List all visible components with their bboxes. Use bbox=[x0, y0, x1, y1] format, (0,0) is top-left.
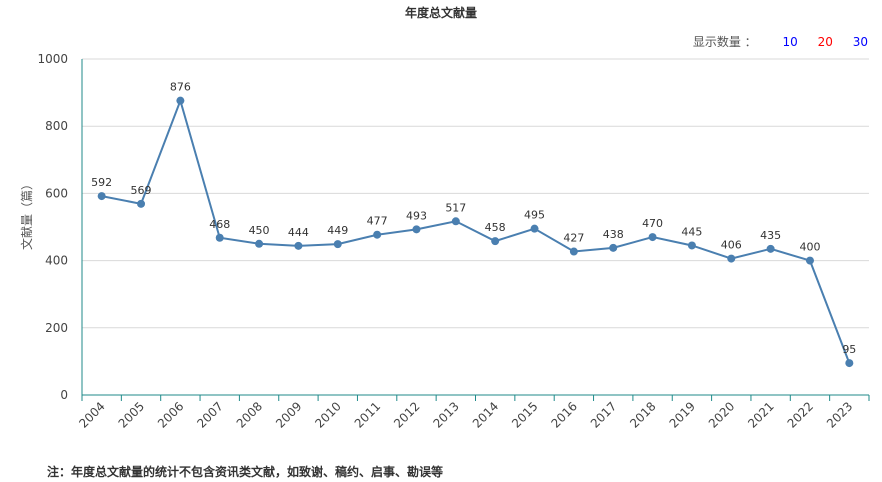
data-point bbox=[687, 241, 696, 250]
x-tick-label: 2006 bbox=[155, 399, 186, 430]
x-tick-label: 2009 bbox=[273, 399, 304, 430]
data-label: 435 bbox=[760, 229, 781, 242]
x-tick-label: 2016 bbox=[548, 399, 579, 430]
data-label: 458 bbox=[485, 221, 506, 234]
footnote: 注：年度总文献量的统计不包含资讯类文献，如致谢、稿约、启事、勘误等 bbox=[47, 465, 444, 479]
y-tick-label: 800 bbox=[45, 119, 68, 133]
data-point bbox=[569, 247, 578, 256]
data-point bbox=[97, 192, 106, 201]
data-label: 444 bbox=[288, 226, 309, 239]
data-point bbox=[491, 237, 500, 246]
data-point bbox=[648, 233, 657, 242]
x-tick-label: 2017 bbox=[588, 399, 619, 430]
y-tick-label: 1000 bbox=[37, 52, 68, 66]
chart-title: 年度总文献量 bbox=[404, 6, 477, 20]
y-tick-label: 0 bbox=[60, 388, 68, 402]
data-label: 470 bbox=[642, 217, 663, 230]
y-tick-label: 200 bbox=[45, 321, 68, 335]
x-tick-label: 2022 bbox=[785, 399, 816, 430]
data-point bbox=[215, 233, 224, 242]
x-tick-label: 2023 bbox=[824, 399, 855, 430]
data-point bbox=[137, 199, 146, 208]
display-count-label: 显示数量 ： bbox=[692, 35, 757, 49]
data-label: 406 bbox=[721, 239, 742, 252]
data-label: 592 bbox=[91, 176, 112, 189]
data-point bbox=[727, 254, 736, 263]
data-label: 477 bbox=[367, 215, 388, 228]
data-point bbox=[609, 243, 618, 252]
x-tick-label: 2008 bbox=[234, 399, 265, 430]
x-tick-label: 2007 bbox=[194, 399, 225, 430]
data-point bbox=[766, 244, 775, 253]
x-tick-label: 2018 bbox=[627, 399, 658, 430]
data-point bbox=[451, 217, 460, 226]
data-point bbox=[373, 230, 382, 239]
data-point bbox=[530, 224, 539, 233]
x-tick-label: 2005 bbox=[116, 399, 147, 430]
data-point bbox=[255, 239, 264, 248]
data-label: 427 bbox=[563, 232, 584, 245]
data-label: 438 bbox=[603, 228, 624, 241]
x-tick-label: 2015 bbox=[509, 399, 540, 430]
data-label: 876 bbox=[170, 81, 191, 94]
data-label: 449 bbox=[327, 224, 348, 237]
data-label: 569 bbox=[131, 184, 152, 197]
data-label: 468 bbox=[209, 218, 230, 231]
x-tick-label: 2021 bbox=[745, 399, 776, 430]
x-tick-label: 2011 bbox=[352, 399, 383, 430]
x-tick-label: 2019 bbox=[667, 399, 698, 430]
data-label: 493 bbox=[406, 209, 427, 222]
x-tick-label: 2010 bbox=[312, 399, 343, 430]
data-label: 445 bbox=[681, 225, 702, 238]
data-label: 517 bbox=[445, 201, 466, 214]
display-count-selector: 显示数量 ： 10 20 30 bbox=[693, 33, 868, 50]
x-tick-label: 2013 bbox=[430, 399, 461, 430]
display-count-10-option[interactable]: 10 bbox=[782, 35, 798, 49]
y-tick-label: 400 bbox=[45, 254, 68, 268]
data-point bbox=[294, 241, 303, 250]
data-point bbox=[805, 256, 814, 265]
data-label: 400 bbox=[799, 241, 820, 254]
display-count-30-option[interactable]: 30 bbox=[852, 35, 868, 49]
x-tick-label: 2014 bbox=[470, 399, 501, 430]
x-tick-label: 2020 bbox=[706, 399, 737, 430]
data-point bbox=[412, 225, 421, 234]
y-tick-label: 600 bbox=[45, 186, 68, 200]
data-label: 450 bbox=[249, 224, 270, 237]
display-count-20-option[interactable]: 20 bbox=[817, 35, 833, 49]
data-point bbox=[333, 240, 342, 249]
data-point bbox=[845, 359, 854, 368]
data-label: 95 bbox=[842, 343, 856, 356]
data-label: 495 bbox=[524, 209, 545, 222]
data-point bbox=[176, 96, 185, 105]
x-tick-label: 2012 bbox=[391, 399, 422, 430]
x-tick-label: 2004 bbox=[76, 399, 107, 430]
series-line bbox=[101, 97, 851, 364]
